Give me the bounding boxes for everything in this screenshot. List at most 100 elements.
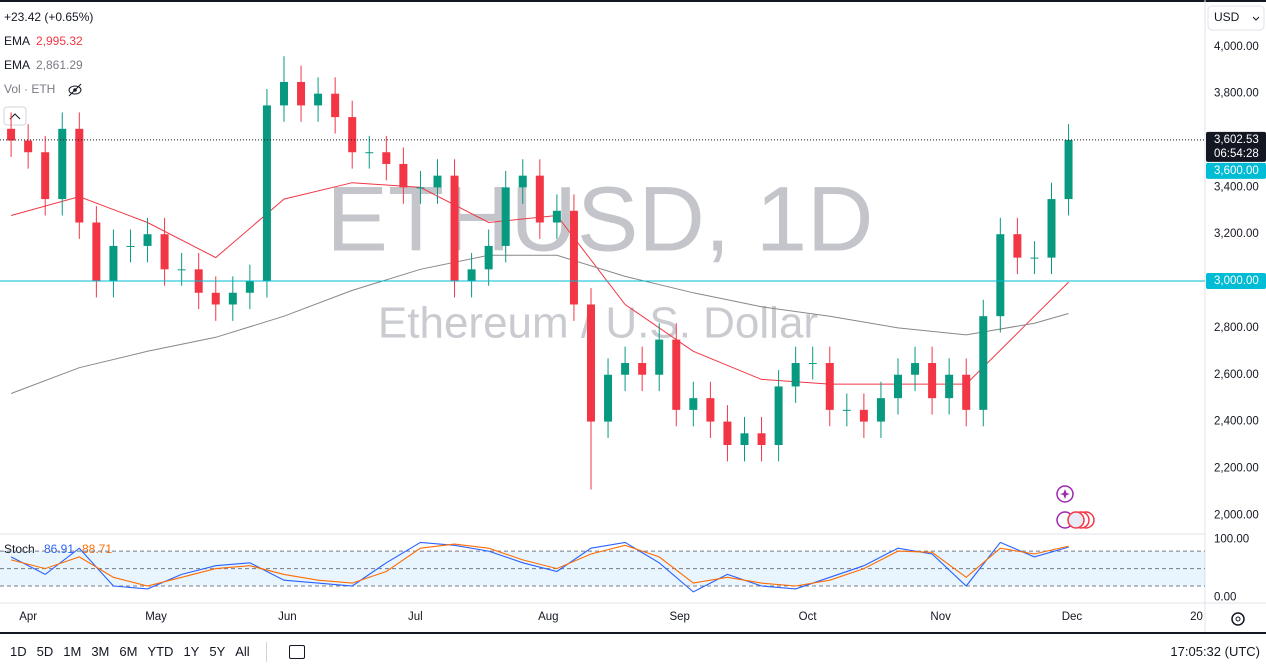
- price-change: +23.42 (+0.65%): [4, 10, 93, 24]
- price-label-box: [1206, 131, 1266, 162]
- y-tick-label: 2,000.00: [1214, 509, 1259, 521]
- candle-body: [501, 187, 510, 246]
- candle-body: [586, 304, 595, 422]
- volume-label: Vol · ETH: [4, 82, 55, 96]
- candle-body: [228, 292, 237, 305]
- candle-body: [604, 374, 613, 422]
- candle-body: [1013, 234, 1022, 258]
- y-tick-label: 2,200.00: [1214, 462, 1259, 474]
- watermark-subtitle: Ethereum / U.S. Dollar: [378, 299, 818, 348]
- candle-body: [279, 81, 288, 106]
- candle-body: [996, 234, 1005, 317]
- candle-body: [859, 409, 868, 422]
- timeframe-button[interactable]: 5D: [36, 644, 54, 659]
- candle-body: [621, 363, 630, 375]
- candle-body: [314, 93, 323, 106]
- timeframe-button[interactable]: 3M: [91, 644, 110, 659]
- candle-body: [672, 339, 681, 410]
- candle-body: [416, 187, 425, 189]
- candle-body: [177, 269, 186, 271]
- separator: [265, 641, 267, 662]
- timeframe-button[interactable]: YTD: [147, 644, 174, 659]
- x-tick-label: Jul: [408, 611, 423, 623]
- candle-body: [740, 433, 749, 445]
- stoch-tick-label: 100.00: [1214, 534, 1249, 546]
- y-tick-label: 3,200.00: [1214, 228, 1259, 240]
- timeframe-button[interactable]: 1D: [10, 644, 27, 659]
- top-border: [0, 0, 1266, 2]
- candle-body: [399, 163, 408, 188]
- legend-name: EMA: [4, 34, 30, 48]
- candle-body: [518, 175, 527, 188]
- candle-body: [1047, 199, 1056, 258]
- y-tick-label: 2,400.00: [1214, 416, 1259, 428]
- price-label: 3,000.00: [1214, 275, 1259, 287]
- price-label: 3,602.53: [1214, 134, 1259, 146]
- timeframe-button[interactable]: All: [235, 644, 250, 659]
- candle-body: [791, 363, 800, 387]
- timeframe-button[interactable]: 1Y: [183, 644, 200, 659]
- timeframe-button[interactable]: 6M: [119, 644, 138, 659]
- timeframe-button[interactable]: 1M: [63, 644, 82, 659]
- candle-body: [24, 140, 33, 153]
- candle-body: [911, 363, 920, 375]
- candle-body: [876, 398, 885, 422]
- date-range-button[interactable]: [288, 644, 305, 659]
- stoch-line: [10, 543, 1069, 587]
- candle-body: [450, 175, 459, 282]
- candle-body: [92, 222, 101, 282]
- candle-body: [945, 374, 954, 399]
- price-label-box: [1206, 162, 1266, 179]
- candle-body: [484, 245, 493, 270]
- hide-icon[interactable]: [68, 83, 82, 97]
- x-tick-label: Aug: [538, 611, 558, 623]
- candle-body: [638, 363, 647, 375]
- candle-body: [58, 128, 67, 200]
- bottom-toolbar: 1D 5D 1M 3M 6M YTD 1Y 5Y All 17:05:32 (UTC): [0, 632, 1266, 669]
- x-tick-label: Jun: [278, 611, 297, 623]
- candle-body: [41, 152, 50, 200]
- candle-body: [979, 316, 988, 410]
- candle-body: [75, 128, 84, 223]
- candle-body: [365, 152, 374, 154]
- watermark-title: ETHUSD, 1D: [327, 168, 874, 270]
- stoch-d-value: 88.71: [82, 542, 112, 556]
- candle-body: [382, 152, 391, 164]
- x-tick-label: Nov: [930, 611, 951, 623]
- candle-body: [535, 175, 544, 223]
- price-label: 3,600.00: [1214, 165, 1259, 177]
- candle-body: [245, 281, 254, 293]
- currency-select[interactable]: USD: [1207, 5, 1265, 31]
- y-tick-label: 3,400.00: [1214, 181, 1259, 193]
- candle-body: [7, 128, 16, 141]
- candle-body: [126, 245, 135, 247]
- candle-body: [962, 374, 971, 410]
- ema-line: [10, 254, 1069, 394]
- candle-body: [689, 398, 698, 410]
- candle-body: [331, 93, 340, 118]
- candle-body: [109, 245, 118, 282]
- candle-body: [1064, 139, 1073, 200]
- settings-icon[interactable]: [1231, 612, 1245, 626]
- candle-body: [655, 339, 664, 375]
- candle-body: [893, 374, 902, 399]
- x-tick-label: May: [145, 611, 167, 623]
- stoch-pane: 100.00 0.00: [0, 534, 1249, 604]
- price-label-box: [1206, 273, 1266, 290]
- x-tick-label: Oct: [799, 611, 818, 623]
- x-tick-label: 20: [1190, 611, 1203, 623]
- timeframe-button[interactable]: 5Y: [209, 644, 226, 659]
- chart: ETHUSD, 1D Ethereum / U.S. Dollar +23.42…: [0, 0, 1266, 632]
- stoch-tick-label: 0.00: [1214, 592, 1236, 604]
- dropdown-icon: [1252, 16, 1260, 21]
- event-icons[interactable]: [1056, 485, 1095, 529]
- collapse-button[interactable]: [3, 106, 27, 126]
- candle-body: [723, 421, 732, 445]
- candle-body: [467, 269, 476, 282]
- candle-body: [433, 175, 442, 188]
- stoch-k-value: 86.91: [44, 542, 74, 556]
- candle-body: [825, 363, 834, 410]
- candle-body: [757, 433, 766, 445]
- legend-value: 2,995.32: [36, 34, 83, 48]
- x-tick-label: Sep: [669, 611, 689, 623]
